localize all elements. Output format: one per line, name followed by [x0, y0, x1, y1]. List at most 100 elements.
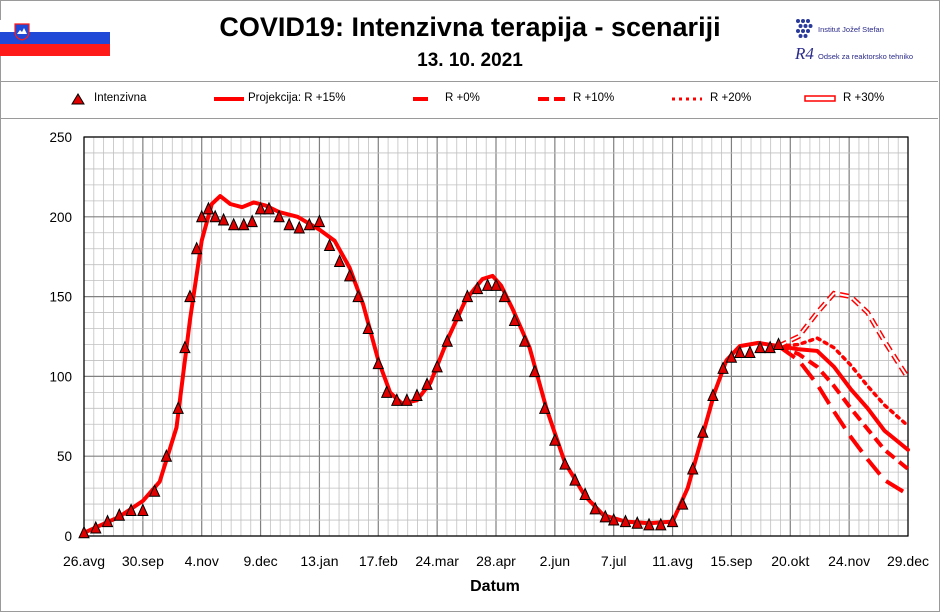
data-point	[599, 509, 612, 523]
data-point	[725, 350, 738, 363]
data-point	[579, 487, 591, 501]
data-point	[676, 496, 689, 510]
y-tick-label: 50	[57, 449, 72, 464]
data-point	[362, 321, 374, 335]
data-point	[237, 217, 250, 231]
data-point	[195, 209, 208, 223]
data-point	[246, 214, 258, 228]
y-tick-label: 0	[64, 529, 72, 544]
x-tick-label: 30.sep	[122, 553, 164, 569]
grid	[83, 136, 909, 537]
y-axis: 0 50 100 150 200 250	[49, 130, 72, 544]
legend-double-line-icon	[804, 95, 836, 102]
x-tick-label: 7.jul	[601, 553, 627, 569]
data-point	[137, 503, 149, 516]
x-tick-label: 20.okt	[771, 553, 809, 569]
data-point	[707, 388, 719, 402]
data-point	[227, 217, 240, 231]
data-point	[323, 238, 336, 252]
x-tick-label: 17.feb	[359, 553, 398, 569]
data-point	[643, 517, 655, 531]
data-point	[179, 340, 191, 354]
data-point	[160, 448, 173, 462]
legend-bar	[0, 81, 938, 119]
data-point	[372, 356, 385, 370]
y-tick-label: 200	[49, 210, 72, 225]
x-tick-label: 2.jun	[540, 553, 570, 569]
data-point	[441, 334, 454, 347]
data-point	[607, 512, 620, 526]
data-point	[431, 359, 443, 373]
data-point	[125, 503, 137, 516]
data-point	[686, 461, 699, 475]
data-point	[421, 377, 433, 390]
department-logo-icon: R4	[795, 44, 814, 63]
scenario-line-r15	[776, 344, 910, 452]
legend-label-fit: Projekcija: R +15%	[248, 92, 346, 104]
legend-symbols	[71, 93, 836, 105]
y-tick-label: 250	[49, 130, 72, 145]
data-point	[717, 361, 729, 374]
data-point	[380, 385, 393, 398]
data-point	[273, 209, 285, 223]
x-axis: 26.avg 30.sep 4.nov 9.dec 13.jan 17.feb 24.mar…	[63, 553, 929, 569]
data-point	[148, 484, 161, 497]
data-point	[549, 433, 561, 446]
x-tick-label: 26.avg	[63, 553, 105, 569]
data-point	[113, 508, 126, 521]
data-point	[589, 501, 601, 515]
legend-label-r10: R +10%	[573, 92, 615, 104]
slovenia-flag-icon	[0, 20, 110, 56]
scenario-line-r0	[777, 344, 910, 497]
data-point	[619, 514, 632, 528]
data-point	[481, 278, 494, 291]
department-name: Odsek za reaktorsko tehniko	[818, 52, 914, 61]
x-tick-label: 24.nov	[828, 553, 870, 569]
data-point	[343, 268, 356, 282]
data-point	[217, 212, 230, 226]
x-tick-label: 11.avg	[652, 553, 693, 569]
data-point	[655, 517, 667, 531]
x-tick-label: 29.dec	[887, 553, 929, 569]
data-point	[451, 308, 464, 322]
y-tick-label: 100	[49, 369, 72, 384]
data-point	[490, 278, 502, 291]
series-layer	[78, 194, 911, 539]
data-point	[89, 520, 102, 534]
data-point	[734, 345, 746, 358]
data-point	[569, 472, 581, 486]
x-axis-label: Datum	[470, 578, 520, 595]
data-point	[401, 393, 413, 406]
data-point	[518, 334, 531, 347]
institute-logo-icon	[796, 19, 813, 38]
x-tick-label: 13.jan	[300, 553, 338, 569]
data-point	[263, 201, 275, 215]
data-point	[744, 345, 756, 358]
chart-title: COVID19: Intenzivna terapija - scenariji	[219, 12, 721, 42]
data-point	[528, 364, 541, 378]
legend-label-observed: Intenzivna	[94, 92, 147, 104]
x-tick-label: 4.nov	[185, 553, 219, 569]
data-point	[78, 525, 90, 539]
data-point	[508, 313, 521, 327]
data-point	[202, 201, 215, 215]
scenario-line-r30-inner	[778, 292, 909, 379]
data-point	[461, 289, 474, 303]
plot-border	[83, 136, 909, 537]
data-point	[313, 214, 326, 228]
data-point	[697, 425, 709, 438]
legend-label-r0: R +0%	[445, 92, 480, 104]
institute-name: Institut Jožef Stefan	[818, 25, 884, 34]
data-point	[411, 388, 423, 402]
data-point	[333, 254, 346, 267]
data-point	[101, 514, 114, 528]
x-tick-label: 28.apr	[476, 553, 516, 569]
fit-line	[82, 194, 781, 535]
data-point	[184, 289, 196, 303]
data-point	[559, 456, 571, 470]
chart-date: 13. 10. 2021	[417, 50, 523, 71]
scenario-line-r20	[776, 336, 910, 428]
data-point	[772, 337, 785, 350]
scenario-line-r10	[777, 344, 910, 471]
